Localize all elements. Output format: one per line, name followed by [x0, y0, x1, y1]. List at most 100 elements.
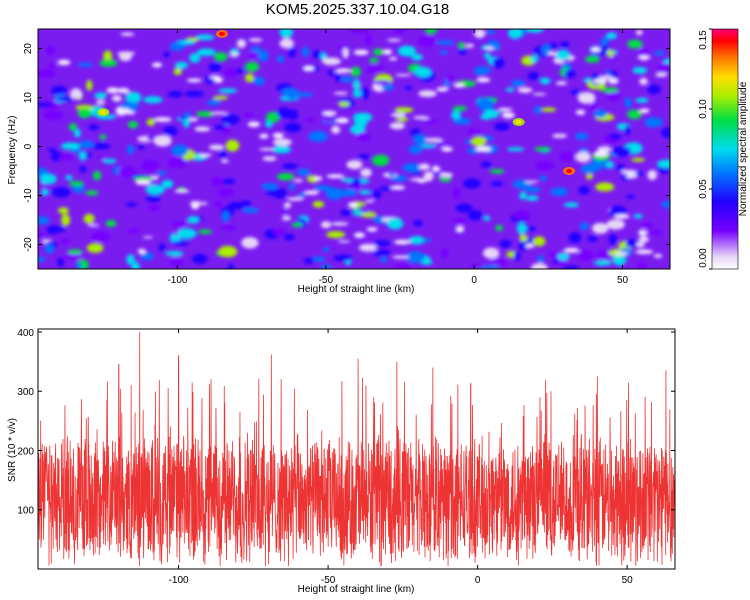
spectrogram-blob — [38, 69, 56, 78]
spectrogram-blob — [148, 204, 160, 211]
spectrogram-blob — [146, 118, 156, 126]
spectrogram-trough — [436, 87, 449, 92]
spectrogram-blob — [490, 181, 504, 187]
spectrogram-blob — [86, 243, 104, 253]
spectrogram-blob — [322, 115, 336, 122]
spectrogram-trough — [191, 204, 200, 210]
spectrogram-blob — [537, 255, 544, 264]
spectrogram-blob — [277, 55, 284, 63]
x-tick-label: -50 — [321, 575, 336, 586]
y-tick-label: 10 — [23, 92, 34, 104]
spectrogram-blob — [575, 151, 591, 163]
spectrogram-blob — [248, 51, 259, 59]
spectrogram-blob — [45, 45, 56, 56]
spectrogram-blob — [511, 80, 526, 87]
spectrogram-blob — [595, 182, 615, 192]
spectrogram-blob — [578, 185, 590, 195]
spectrogram-trough — [413, 116, 430, 120]
spectrogram-blob — [488, 257, 507, 267]
spectrogram-trough — [575, 109, 586, 115]
spectrogram-blob — [392, 29, 407, 34]
spectrogram-blob — [141, 159, 160, 172]
spectrogram-blob — [334, 73, 343, 82]
y-tick-label: 200 — [17, 446, 34, 457]
spectrogram-blob — [372, 189, 382, 199]
spectrogram-blob — [599, 87, 619, 93]
spectrogram-blob — [287, 46, 296, 58]
spectrogram-blob — [58, 153, 74, 161]
spectrogram-blob — [603, 135, 612, 145]
spectrogram-trough — [525, 243, 535, 248]
spectrogram-blob — [568, 232, 582, 244]
spectrogram-blob — [477, 97, 494, 110]
spectrogram-blob — [339, 188, 358, 197]
spectrogram-blob — [417, 35, 437, 47]
spectrogram-blob — [91, 231, 111, 242]
spectrogram-blob — [631, 157, 645, 162]
spectrogram-blob — [360, 168, 372, 177]
spectrogram-blob — [585, 55, 600, 63]
spectrogram-y-label: Frequency (Hz) — [7, 116, 18, 185]
spectrogram-trough — [106, 87, 120, 94]
colorbar-tick-label: 0.00 — [698, 248, 709, 268]
spectrogram-blob — [539, 77, 551, 85]
spectrogram-blob — [125, 91, 142, 104]
spectrogram-blob — [420, 259, 433, 265]
spectrogram-trough — [142, 236, 154, 239]
spectrogram-blob — [59, 238, 71, 244]
spectrogram-trough — [333, 92, 348, 95]
spectrogram-blob — [225, 139, 240, 152]
spectrogram-trough — [189, 117, 198, 122]
spectrogram-blob — [534, 105, 541, 115]
spectrogram-trough — [174, 189, 190, 193]
spectrogram-blob — [125, 202, 138, 207]
spectrogram-blob — [590, 101, 598, 113]
spectrogram-blob — [418, 90, 437, 98]
spectrogram-blob — [74, 128, 81, 138]
spectrogram-blob — [404, 85, 413, 91]
spectrogram-trough — [189, 201, 202, 206]
spectrogram-blob — [187, 216, 199, 224]
spectrogram-blob — [286, 109, 299, 121]
spectrogram-trough — [524, 180, 539, 183]
spectrogram-blob — [354, 116, 368, 128]
spectrogram-blob — [119, 52, 132, 62]
y-tick-label: 100 — [17, 506, 34, 517]
spectrogram-trough — [625, 173, 638, 179]
spectrogram-blob — [50, 85, 68, 96]
spectrogram-blob — [194, 126, 211, 132]
spectrogram-blob — [637, 262, 648, 269]
spectrogram-blob — [653, 51, 666, 56]
spectrogram-blob — [279, 29, 293, 39]
spectrogram-trough — [150, 175, 159, 179]
spectrogram-blob — [312, 49, 322, 59]
chart-title: KOM5.2025.337.10.04.G18 — [265, 1, 450, 18]
spectrogram-blob — [561, 265, 580, 269]
x-tick-label: 0 — [471, 275, 477, 286]
spectrogram-blob — [99, 134, 107, 140]
spectrogram-blob — [412, 219, 424, 227]
spectrogram-blob — [208, 144, 225, 151]
spectrogram-trough — [153, 117, 172, 122]
spectrogram-blob — [140, 252, 154, 260]
spectrogram-trough — [501, 112, 515, 119]
spectrogram-blob — [516, 222, 527, 235]
spectrogram-blob — [120, 101, 140, 110]
spectrogram-blob — [261, 183, 279, 190]
spectrogram-blob — [535, 160, 554, 171]
spectrogram-blob — [177, 228, 197, 239]
spectrogram-blob — [627, 39, 643, 49]
spectrogram-blob — [92, 170, 102, 181]
spectrogram-blob — [342, 47, 349, 59]
spectrogram-blob — [294, 92, 314, 97]
spectrogram-blob — [519, 191, 527, 200]
spectrogram-trough — [635, 249, 654, 254]
spectrogram-blob — [408, 145, 423, 154]
snr-x-label: Height of straight line (km) — [298, 584, 415, 595]
spectrogram-trough — [57, 59, 71, 66]
spectrogram-blob — [534, 146, 551, 152]
spectrogram-blob — [527, 72, 540, 81]
spectrogram-blob — [88, 124, 100, 131]
snr-x-ticks: -100 -50 0 50 — [169, 329, 633, 586]
